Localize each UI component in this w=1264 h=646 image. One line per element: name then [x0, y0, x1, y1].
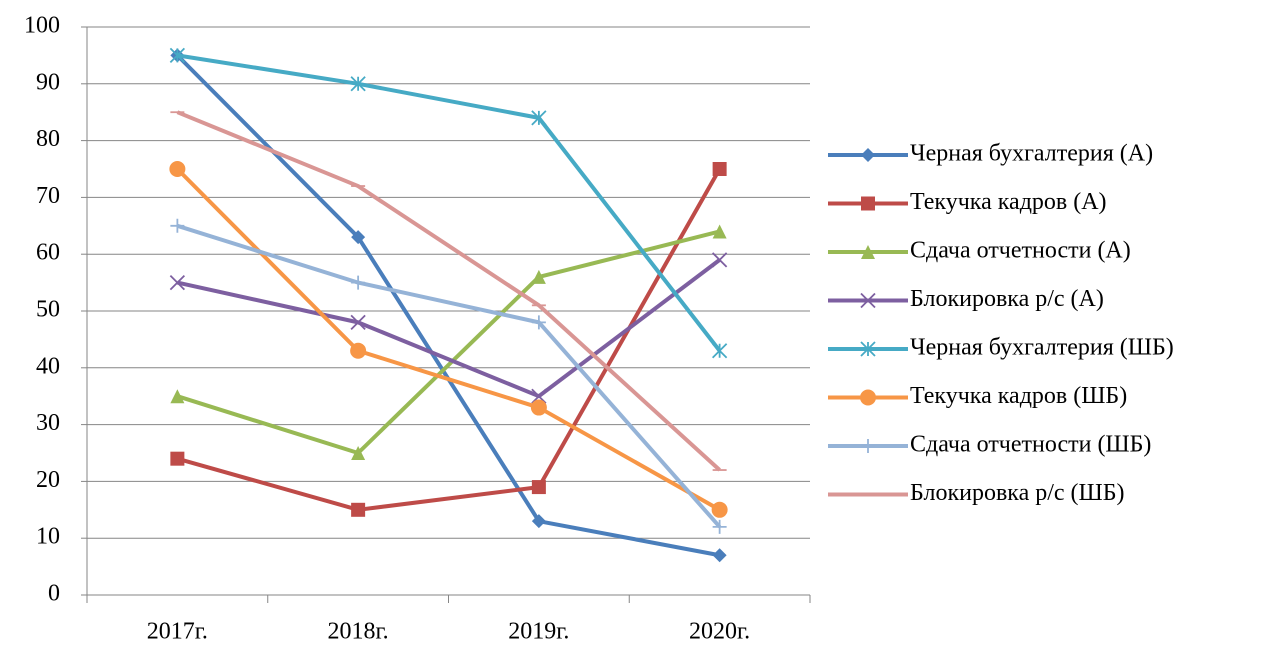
marker: [712, 224, 727, 239]
y-tick-label: 80: [36, 126, 60, 152]
legend-label: Черная бухгалтерия (ШБ): [910, 335, 1174, 361]
marker-shape: [531, 110, 547, 126]
y-tick-label: 10: [36, 524, 60, 550]
marker-shape: [351, 446, 366, 460]
marker: [350, 342, 367, 359]
marker: [712, 519, 727, 534]
series-line: [175, 167, 721, 512]
marker-shape: [350, 342, 367, 359]
marker: [530, 399, 547, 416]
marker-shape: [712, 224, 727, 239]
x-tick-label: 2017г.: [147, 619, 208, 645]
legend-label: Текучка кадров (ШБ): [910, 383, 1127, 409]
legend-label: Сдача отчетности (А): [910, 238, 1131, 264]
marker-shape: [351, 275, 366, 290]
series-line: [177, 53, 722, 352]
marker-shape: [170, 389, 185, 404]
marker-shape: [712, 162, 727, 176]
marker: [351, 446, 366, 460]
marker: [350, 76, 366, 92]
y-tick-label: 40: [36, 353, 60, 379]
legend-label: Текучка кадров (А): [910, 189, 1107, 215]
series-line: [176, 110, 721, 472]
marker-shape: [351, 502, 366, 517]
legend-label: Черная бухгалтерия (А): [910, 141, 1153, 167]
marker-shape: [861, 148, 875, 162]
x-tick-label: 2018г.: [328, 619, 389, 645]
y-tick-label: 20: [36, 467, 60, 493]
marker-shape: [711, 252, 728, 268]
marker-shape: [861, 439, 875, 453]
marker: [531, 315, 546, 330]
marker: [169, 47, 186, 64]
marker: [351, 502, 366, 517]
marker: [170, 218, 185, 233]
marker-shape: [860, 292, 876, 309]
marker-shape: [351, 230, 366, 245]
y-tick-label: 60: [36, 240, 60, 266]
marker-shape: [711, 343, 728, 359]
marker: [712, 162, 727, 176]
marker: [711, 252, 728, 268]
marker: [861, 439, 875, 453]
marker: [861, 245, 875, 259]
y-tick-label: 30: [36, 410, 60, 436]
marker-shape: [169, 274, 186, 291]
legend-label: Блокировка р/с (ШБ): [910, 480, 1125, 506]
marker: [531, 480, 546, 495]
series-line: [176, 168, 722, 512]
marker: [861, 148, 875, 162]
marker-shape: [861, 196, 875, 211]
marker-shape: [860, 341, 876, 357]
x-tick-label: 2019г.: [508, 619, 569, 645]
y-tick-label: 90: [36, 69, 60, 95]
marker: [861, 196, 875, 211]
y-tick-label: 100: [24, 13, 60, 39]
marker-shape: [350, 314, 366, 330]
marker-shape: [531, 269, 546, 284]
marker: [351, 230, 366, 245]
marker: [860, 389, 876, 406]
marker-shape: [712, 548, 727, 563]
series-line: [176, 229, 721, 455]
series-line: [176, 223, 722, 529]
marker-shape: [531, 514, 546, 529]
marker-shape: [531, 388, 547, 404]
marker: [711, 501, 728, 518]
marker-shape: [531, 480, 546, 495]
marker-shape: [860, 389, 876, 406]
marker: [531, 514, 546, 529]
marker: [711, 343, 728, 359]
y-tick-label: 0: [48, 581, 60, 607]
marker: [169, 274, 186, 291]
marker: [860, 341, 876, 357]
marker: [169, 161, 186, 177]
marker-shape: [170, 218, 185, 233]
marker: [712, 548, 727, 563]
x-tick-label: 2020г.: [689, 619, 750, 645]
marker: [531, 110, 547, 126]
marker-shape: [712, 519, 727, 534]
marker-shape: [170, 451, 185, 466]
marker: [351, 275, 366, 290]
marker-shape: [169, 47, 186, 64]
y-tick-label: 50: [36, 297, 60, 323]
series-line: [176, 258, 721, 399]
legend-label: Блокировка р/с (А): [910, 286, 1104, 312]
marker-shape: [530, 399, 547, 416]
marker-shape: [711, 501, 728, 518]
marker-shape: [861, 245, 875, 259]
marker-shape: [531, 315, 546, 330]
marker: [170, 451, 185, 466]
legend-label: Сдача отчетности (ШБ): [910, 432, 1151, 458]
marker: [350, 314, 366, 330]
marker: [531, 388, 547, 404]
marker: [860, 292, 876, 309]
y-tick-label: 70: [36, 183, 60, 209]
marker-shape: [350, 76, 366, 92]
marker: [531, 269, 546, 284]
marker-shape: [169, 161, 186, 177]
marker: [170, 389, 185, 404]
